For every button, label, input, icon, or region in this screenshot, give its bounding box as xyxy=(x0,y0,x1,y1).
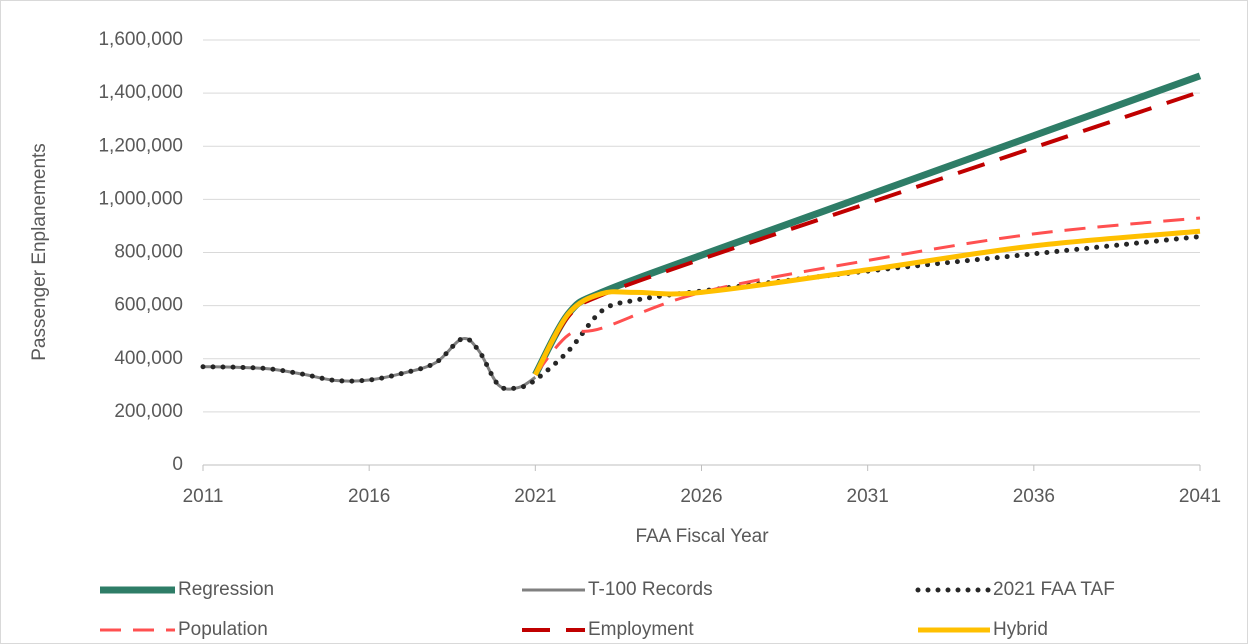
legend-label: 2021 FAA TAF xyxy=(993,579,1115,600)
y-tick-label: 400,000 xyxy=(114,348,183,369)
y-tick-label: 200,000 xyxy=(114,401,183,422)
legend-label: Regression xyxy=(178,579,274,600)
y-tick-label: 1,200,000 xyxy=(98,135,183,156)
series-line xyxy=(533,89,1201,376)
y-tick-label: 0 xyxy=(172,454,183,475)
y-tick-label: 600,000 xyxy=(114,295,183,316)
x-tick-label: 2041 xyxy=(1179,486,1221,507)
y-axis-title: Passenger Enplanements xyxy=(29,143,50,361)
y-tick-label: 1,400,000 xyxy=(98,82,183,103)
y-tick-label: 1,000,000 xyxy=(98,188,183,209)
legend-label: Hybrid xyxy=(993,619,1048,640)
x-tick-label: 2036 xyxy=(1013,486,1055,507)
legend-label: Population xyxy=(178,619,268,640)
series-line xyxy=(534,216,1201,376)
x-axis-title: FAA Fiscal Year xyxy=(635,526,769,547)
x-tick-label: 2011 xyxy=(183,486,224,507)
series-line xyxy=(533,228,1201,376)
x-tick-label: 2031 xyxy=(847,486,889,507)
legend-label: Employment xyxy=(588,619,694,640)
y-tick-label: 800,000 xyxy=(114,242,183,263)
y-tick-label: 1,600,000 xyxy=(98,29,183,50)
x-tick-label: 2016 xyxy=(348,486,390,507)
x-tick-label: 2021 xyxy=(514,486,556,507)
legend-label: T-100 Records xyxy=(588,579,713,600)
x-tick-label: 2026 xyxy=(680,486,722,507)
series-line xyxy=(200,234,1203,392)
